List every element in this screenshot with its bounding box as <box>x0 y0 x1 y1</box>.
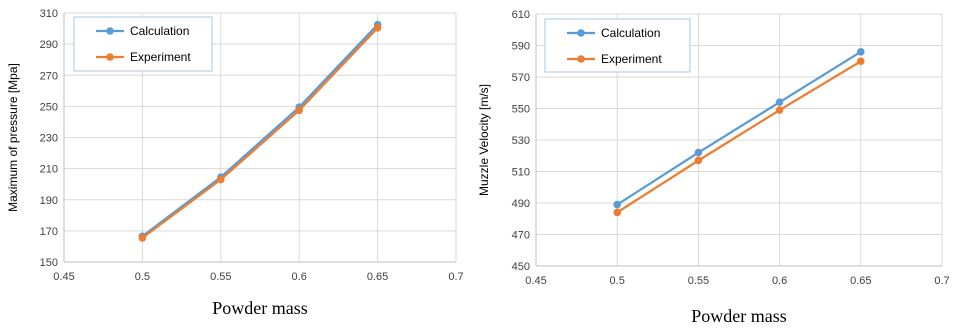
y-tick-label: 530 <box>512 135 530 147</box>
y-tick-label: 190 <box>40 195 58 207</box>
y-tick-label: 450 <box>512 261 530 273</box>
y-tick-label: 270 <box>40 70 58 82</box>
data-point-calculation <box>775 98 784 106</box>
data-point-experiment <box>857 57 865 66</box>
x-tick-label: 0.7 <box>448 271 463 283</box>
y-tick-label: 510 <box>512 167 530 179</box>
y-tick-label: 550 <box>512 104 530 116</box>
data-point-experiment <box>694 156 703 165</box>
legend-swatch-marker <box>106 53 114 61</box>
data-point-experiment <box>138 234 147 242</box>
x-axis-title: Powder mass <box>691 306 787 326</box>
legend-swatch-marker <box>577 29 585 37</box>
series-line-calculation <box>141 23 379 238</box>
x-tick-label: 0.65 <box>367 271 388 283</box>
y-tick-label: 230 <box>40 133 58 145</box>
legend-box <box>73 16 213 72</box>
x-tick-label: 0.55 <box>688 275 709 287</box>
y-tick-label: 170 <box>40 226 58 238</box>
legend-label: Calculation <box>601 26 660 40</box>
data-point-experiment <box>613 208 621 217</box>
legend-label: Experiment <box>601 52 662 66</box>
y-tick-label: 310 <box>40 8 58 20</box>
series-line-experiment <box>616 60 862 214</box>
x-tick-label: 0.55 <box>210 271 231 283</box>
series-line-experiment <box>141 27 379 239</box>
y-tick-label: 470 <box>512 230 530 242</box>
x-tick-label: 0.5 <box>610 275 625 287</box>
data-point-experiment <box>295 106 304 115</box>
data-point-calculation <box>694 148 703 157</box>
y-axis-title: Maximum of pressure [Mpa] <box>6 63 20 212</box>
x-tick-label: 0.7 <box>934 275 949 287</box>
y-tick-label: 490 <box>512 198 530 210</box>
legend-swatch-marker <box>106 27 114 35</box>
x-tick-label: 0.65 <box>850 275 871 287</box>
y-tick-label: 250 <box>40 101 58 113</box>
x-tick-label: 0.45 <box>525 275 546 287</box>
data-point-calculation <box>613 200 621 209</box>
legend-box <box>544 18 691 73</box>
y-tick-label: 290 <box>40 39 58 51</box>
y-tick-label: 150 <box>40 257 58 269</box>
data-point-experiment <box>775 106 784 114</box>
legend-label: Experiment <box>130 50 191 64</box>
x-axis-title: Powder mass <box>212 298 308 318</box>
series-line-calculation <box>616 50 862 206</box>
x-tick-label: 0.45 <box>53 271 74 283</box>
pressure-chart: 150 170 190 210 230 250 270 290 310 0.45 0.5 0.55 0.… <box>6 8 464 318</box>
y-tick-label: 590 <box>512 41 530 53</box>
y-axis-title: Muzzle Velocity [m/s] <box>477 84 491 196</box>
legend-label: Calculation <box>130 24 189 38</box>
x-tick-label: 0.5 <box>135 271 150 283</box>
data-point-experiment <box>373 23 382 32</box>
x-tick-label: 0.6 <box>292 271 307 283</box>
data-point-experiment <box>217 175 225 184</box>
x-tick-label: 0.6 <box>772 275 787 287</box>
velocity-chart: 450 470 490 510 530 550 570 590 610 0.45 0.5 0.55 0.… <box>477 9 950 326</box>
y-tick-label: 570 <box>512 72 530 84</box>
legend-swatch-marker <box>577 55 585 63</box>
y-tick-label: 610 <box>512 9 530 21</box>
data-point-calculation <box>857 48 865 56</box>
y-tick-label: 210 <box>40 164 58 176</box>
